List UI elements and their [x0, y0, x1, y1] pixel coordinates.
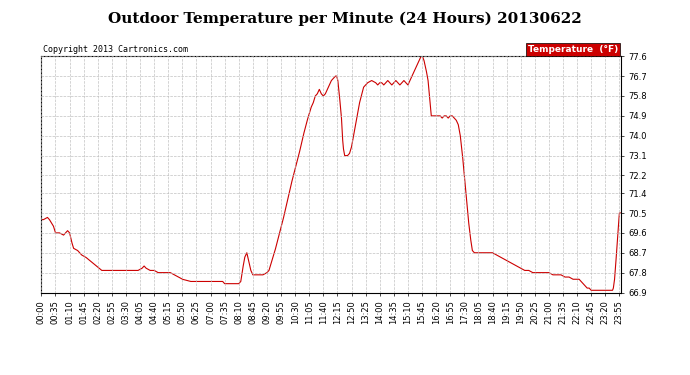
Text: Outdoor Temperature per Minute (24 Hours) 20130622: Outdoor Temperature per Minute (24 Hours…: [108, 11, 582, 26]
Text: Temperature  (°F): Temperature (°F): [528, 45, 618, 54]
Text: Copyright 2013 Cartronics.com: Copyright 2013 Cartronics.com: [43, 45, 188, 54]
